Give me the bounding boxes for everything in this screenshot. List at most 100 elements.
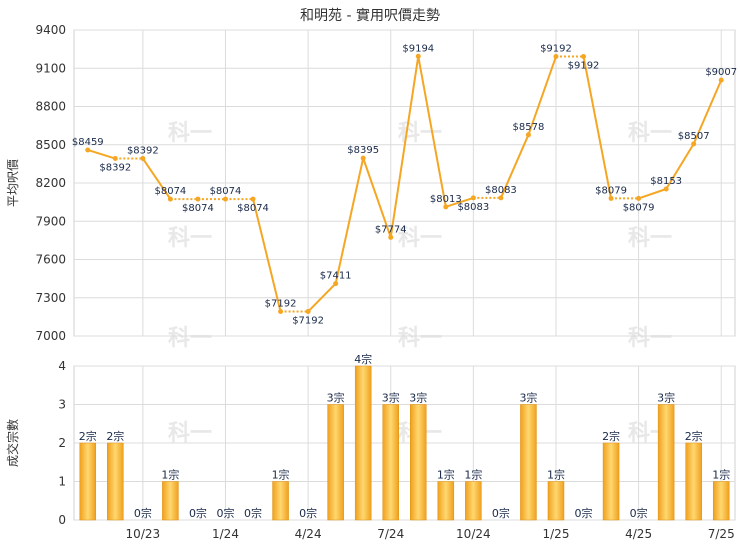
price-data-label: $7774 [375, 224, 407, 235]
price-data-label: $8459 [72, 137, 104, 148]
price-point [718, 77, 724, 83]
price-data-label: $8074 [182, 203, 214, 214]
price-point [470, 195, 476, 201]
price-line-segment [142, 157, 172, 200]
volume-bar [685, 442, 702, 521]
watermark-text: 科一 [168, 226, 212, 251]
count-tick-label: 1 [58, 475, 66, 489]
price-point [498, 195, 504, 201]
price-tick-label: 9400 [35, 23, 66, 37]
price-data-label: $9007 [705, 67, 737, 78]
price-data-label: $9192 [568, 61, 600, 72]
price-data-label: $8083 [457, 202, 489, 213]
watermark-text: 科一 [168, 121, 212, 146]
price-line-segment [527, 56, 557, 136]
price-line-segment [638, 188, 667, 200]
watermark-layer: 科一科一科一科一科一科一科一科一科一科一科一科一 [168, 121, 672, 446]
price-data-label: $8074 [210, 186, 242, 197]
price-line-segment [389, 56, 420, 238]
price-point [333, 281, 339, 287]
price-point [195, 196, 201, 202]
volume-bar [712, 481, 730, 521]
price-line-segment [87, 149, 116, 160]
x-tick-label: 10/23 [126, 527, 161, 541]
volume-bar [520, 404, 537, 521]
price-line-segment [499, 134, 530, 199]
count-tick-label: 4 [58, 359, 66, 373]
volume-data-label: 0宗 [492, 506, 510, 520]
volume-bar [272, 481, 289, 521]
volume-bar [79, 442, 97, 521]
price-point [636, 195, 642, 201]
price-point [360, 155, 366, 161]
x-tick-label: 7/24 [377, 527, 404, 541]
price-data-label: $7411 [320, 271, 352, 282]
x-tick-label: 10/24 [456, 527, 491, 541]
x-tick-label: 1/25 [543, 527, 570, 541]
price-line [85, 53, 724, 315]
price-line-segment [665, 143, 695, 190]
price-line-segment [334, 157, 365, 284]
price-point [222, 196, 228, 202]
price-point [140, 156, 146, 162]
volume-data-label: 3宗 [327, 391, 345, 405]
price-point [167, 196, 173, 202]
volume-data-label: 0宗 [134, 506, 152, 520]
price-data-label: $9194 [402, 43, 434, 54]
volume-data-label: 2宗 [106, 429, 124, 443]
volume-data-label: 1宗 [437, 468, 455, 482]
price-point [663, 186, 669, 192]
price-point [691, 141, 697, 147]
price-line-segment [252, 198, 282, 312]
volume-bar [657, 404, 675, 521]
volume-data-label: 0宗 [216, 506, 234, 520]
price-data-label: $8079 [595, 185, 627, 196]
price-tick-label: 8500 [35, 138, 66, 152]
price-data-label: $7192 [292, 316, 324, 327]
volume-data-label: 0宗 [575, 506, 593, 520]
volume-data-label: 1宗 [464, 468, 482, 482]
count-axis-title: 成交宗數 [5, 419, 20, 467]
price-point [443, 204, 449, 210]
volume-data-label: 0宗 [630, 506, 648, 520]
volume-bar [107, 442, 124, 521]
volume-bar [354, 365, 372, 521]
price-tick-label: 8200 [35, 176, 66, 190]
chart-title: 和明苑 - 實用呎價走勢 [300, 7, 440, 24]
price-point [581, 54, 587, 60]
watermark-text: 科一 [398, 226, 442, 251]
watermark-text: 科一 [628, 226, 672, 251]
volume-data-label: 3宗 [382, 391, 400, 405]
volume-data-label: 4宗 [354, 352, 372, 366]
price-point [250, 196, 256, 202]
volume-data-label: 3宗 [519, 391, 537, 405]
price-point [415, 53, 421, 59]
price-data-label: $8079 [623, 202, 655, 213]
price-data-label: $8083 [485, 185, 517, 196]
x-tick-label: 4/25 [625, 527, 652, 541]
price-tick-label: 7300 [35, 291, 66, 305]
volume-bar [382, 404, 399, 521]
x-tick-label: 1/24 [212, 527, 239, 541]
price-point [608, 195, 614, 201]
volume-data-label: 1宗 [547, 468, 565, 482]
price-data-label: $8578 [513, 122, 545, 133]
count-tick-label: 3 [58, 398, 66, 412]
price-tick-label: 7900 [35, 214, 66, 228]
volume-data-label: 2宗 [79, 429, 97, 443]
price-data-label: $8153 [650, 176, 682, 187]
x-tick-label: 7/25 [708, 527, 735, 541]
volume-bars [79, 365, 730, 521]
volume-data-label: 1宗 [161, 468, 179, 482]
volume-data-label: 1宗 [272, 468, 290, 482]
count-tick-label: 0 [58, 513, 66, 527]
price-data-label: $8074 [237, 203, 269, 214]
volume-data-label: 3宗 [657, 391, 675, 405]
volume-data-label: 2宗 [602, 429, 620, 443]
price-tick-label: 8800 [35, 100, 66, 114]
price-point [85, 147, 91, 153]
volume-bar [437, 481, 455, 521]
price-point [112, 156, 118, 162]
